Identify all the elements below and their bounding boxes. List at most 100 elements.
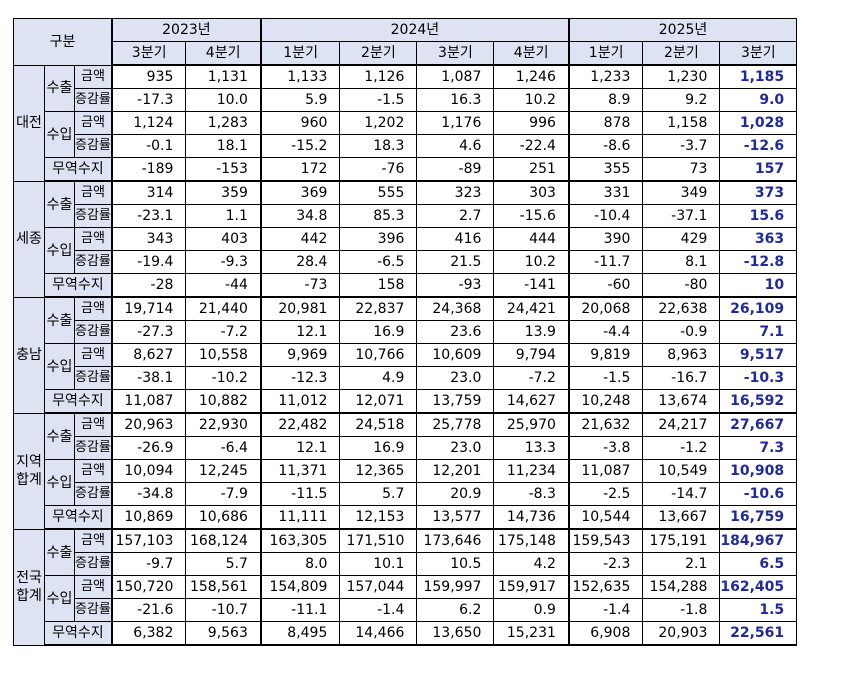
import-growth-cell: -11.7 (568, 250, 644, 274)
export-amount-cell: 1,246 (493, 64, 570, 89)
export-growth-cell: -15.6 (493, 204, 570, 228)
export-growth-cell: -3.8 (568, 436, 644, 460)
year-header-2025: 2025년 (568, 18, 798, 42)
export-label: 수출 (44, 528, 75, 576)
import-amount-cell: 10,549 (642, 459, 721, 483)
import-growth-cell: 5.7 (339, 482, 418, 506)
year-header-2024: 2024년 (260, 18, 570, 42)
import-growth-cell: 18.1 (185, 134, 262, 158)
trade-balance-label: 무역수지 (43, 273, 113, 298)
export-amount-cell: 21,440 (185, 296, 262, 321)
export-amount-cell: 175,191 (642, 528, 721, 553)
export-growth-cell: 5.9 (260, 88, 341, 112)
amount-label: 금액 (73, 528, 113, 553)
trade-balance-cell: 6,382 (111, 621, 187, 646)
quarter-header: 3분기 (719, 41, 798, 66)
export-growth-cell: 13.9 (493, 320, 570, 344)
import-amount-cell: 8,627 (111, 343, 187, 367)
table-row: 충남 수출 금액 19,714 21,440 20,981 22,837 24,368 24,4… (13, 296, 798, 414)
import-amount-cell: 150,720 (111, 575, 187, 599)
import-label: 수입 (44, 111, 75, 158)
import-amount-cell: 158,561 (185, 575, 262, 599)
import-amount-cell: 12,245 (185, 459, 262, 483)
export-growth-cell: -10.4 (568, 204, 644, 228)
amount-label: 금액 (73, 180, 113, 205)
export-amount-cell: 349 (642, 180, 721, 205)
trade-balance-cell: 10,248 (568, 389, 644, 414)
growth-label: 증감률 (73, 552, 113, 576)
import-amount-cell: 154,288 (642, 575, 721, 599)
export-growth-cell: 6.5 (719, 552, 798, 576)
growth-label: 증감률 (73, 482, 113, 506)
export-growth-cell: 10.1 (339, 552, 418, 576)
export-growth-cell: 2.7 (416, 204, 495, 228)
export-amount-cell: 935 (111, 64, 187, 89)
import-amount-cell: 157,044 (339, 575, 418, 599)
import-growth-cell: -12.8 (719, 250, 798, 274)
trade-balance-cell: 13,650 (416, 621, 495, 646)
amount-label: 금액 (73, 111, 113, 135)
export-growth-cell: -7.2 (185, 320, 262, 344)
table-row: 증감률 -21.6 -10.7 -11.1 -1.4 6.2 0.9 -1.4 -1.8 1.5 (14, 598, 798, 622)
year-header-row: 구분 2023년 2024년 2025년 (12, 18, 798, 66)
table-row: 증감률 -34.8 -7.9 -11.5 5.7 20.9 -8.3 -2.5 -14.7 -10… (14, 482, 798, 506)
import-growth-cell: 0.9 (493, 598, 570, 622)
year-header-2023: 2023년 (111, 18, 262, 42)
import-amount-cell: 390 (568, 227, 644, 251)
export-amount-cell: 25,970 (493, 412, 570, 437)
import-growth-cell: -16.7 (642, 366, 721, 390)
import-growth-cell: -6.5 (339, 250, 418, 274)
import-growth-cell: 1.5 (719, 598, 798, 622)
trade-balance-cell: 6,908 (568, 621, 644, 646)
table-row: 무역수지 11,087 10,882 11,012 12,071 13,759 14,627… (14, 389, 798, 414)
table-row: 수입 금액 150,720 158,561 154,809 157,044 159,997 1… (14, 575, 798, 622)
trade-balance-cell: 10,869 (111, 505, 187, 530)
trade-balance-cell: 158 (339, 273, 418, 298)
import-growth-cell: -19.4 (111, 250, 187, 274)
trade-balance-cell: 251 (493, 157, 570, 182)
export-growth-cell: 2.1 (642, 552, 721, 576)
table-row: 증감률 -38.1 -10.2 -12.3 4.9 23.0 -7.2 -1.5 -16.7 -1… (14, 366, 798, 390)
quarter-header: 1분기 (260, 41, 341, 66)
export-growth-cell: -1.5 (339, 88, 418, 112)
trade-balance-cell: 73 (642, 157, 721, 182)
import-growth-cell: -10.7 (185, 598, 262, 622)
export-growth-cell: -4.4 (568, 320, 644, 344)
import-growth-cell: -1.4 (339, 598, 418, 622)
import-amount-cell: 1,176 (416, 111, 495, 135)
import-growth-cell: -1.8 (642, 598, 721, 622)
export-growth-cell: -0.9 (642, 320, 721, 344)
import-label: 수입 (44, 575, 75, 622)
import-growth-cell: -21.6 (111, 598, 187, 622)
region-label: 세종 (13, 180, 45, 298)
export-amount-cell: 303 (493, 180, 570, 205)
table-row: 지역 합계 수출 금액 20,963 22,930 22,482 24,518 25,778 25… (13, 412, 798, 530)
import-growth-cell: 28.4 (260, 250, 341, 274)
import-growth-cell: -34.8 (111, 482, 187, 506)
import-growth-cell: -7.2 (493, 366, 570, 390)
trade-table-container: 구분 2023년 2024년 2025년 3분기 4분기 1분기 2분기 3분기… (12, 18, 798, 646)
trade-balance-cell: 10,882 (185, 389, 262, 414)
export-growth-cell: -37.1 (642, 204, 721, 228)
import-growth-cell: -12.3 (260, 366, 341, 390)
export-amount-cell: 22,482 (260, 412, 341, 437)
export-amount-cell: 1,131 (185, 64, 262, 89)
trade-balance-cell: 22,561 (719, 621, 798, 646)
export-growth-cell: 85.3 (339, 204, 418, 228)
export-growth-cell: -6.4 (185, 436, 262, 460)
export-amount-cell: 157,103 (111, 528, 187, 553)
trade-balance-cell: -80 (642, 273, 721, 298)
growth-label: 증감률 (73, 366, 113, 390)
trade-balance-label: 무역수지 (43, 621, 113, 646)
trade-balance-cell: 20,903 (642, 621, 721, 646)
import-growth-cell: 8.1 (642, 250, 721, 274)
export-growth-cell: 1.1 (185, 204, 262, 228)
import-growth-cell: -11.1 (260, 598, 341, 622)
export-growth-cell: -9.7 (111, 552, 187, 576)
table-row: 무역수지 -189 -153 172 -76 -89 251 355 73 157 (14, 157, 798, 182)
import-growth-cell: -8.3 (493, 482, 570, 506)
trade-balance-cell: 13,577 (416, 505, 495, 530)
table-row: 증감률 -26.9 -6.4 12.1 16.9 23.0 13.3 -3.8 -1.2 7.3 (14, 436, 798, 460)
table-row: 전국 합계 수출 금액 157,103 168,124 163,305 171,510 173,… (13, 528, 798, 646)
growth-label: 증감률 (73, 598, 113, 622)
